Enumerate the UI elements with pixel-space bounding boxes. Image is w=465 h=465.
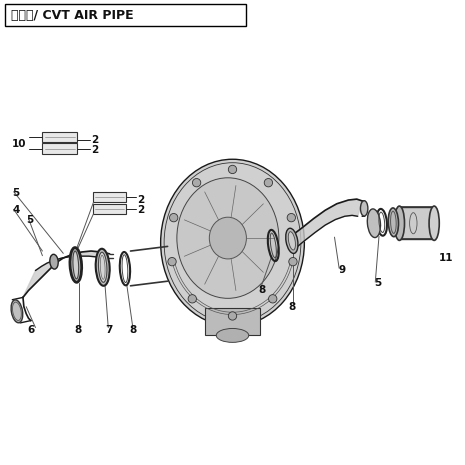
Circle shape xyxy=(168,258,176,266)
Ellipse shape xyxy=(216,328,249,342)
Text: 2: 2 xyxy=(91,135,99,145)
Bar xyxy=(205,308,260,335)
Text: 6: 6 xyxy=(27,325,34,335)
Text: 通气管/ CVT AIR PIPE: 通气管/ CVT AIR PIPE xyxy=(11,8,133,21)
Ellipse shape xyxy=(99,252,107,282)
Polygon shape xyxy=(293,199,362,247)
Bar xyxy=(93,204,126,214)
Bar xyxy=(93,192,126,202)
Ellipse shape xyxy=(11,300,23,323)
Circle shape xyxy=(228,165,237,173)
Ellipse shape xyxy=(160,159,305,326)
Ellipse shape xyxy=(367,209,380,238)
Text: 10: 10 xyxy=(12,140,27,149)
Circle shape xyxy=(289,258,297,266)
Text: 9: 9 xyxy=(338,265,345,275)
Circle shape xyxy=(269,295,277,303)
Ellipse shape xyxy=(429,206,439,240)
Text: 2: 2 xyxy=(138,195,145,205)
Ellipse shape xyxy=(394,206,405,240)
Text: 8: 8 xyxy=(288,302,295,312)
Ellipse shape xyxy=(70,247,82,282)
Ellipse shape xyxy=(73,251,79,279)
Ellipse shape xyxy=(50,254,58,269)
Circle shape xyxy=(193,179,201,187)
Bar xyxy=(5,4,246,26)
Text: 2: 2 xyxy=(91,145,99,155)
Text: 8: 8 xyxy=(258,286,265,295)
Ellipse shape xyxy=(360,201,368,216)
Text: 4: 4 xyxy=(12,205,20,215)
Bar xyxy=(42,132,77,142)
Bar xyxy=(42,144,77,154)
Text: 5: 5 xyxy=(12,188,20,198)
Circle shape xyxy=(287,213,295,222)
Circle shape xyxy=(228,312,237,320)
Ellipse shape xyxy=(209,217,246,259)
Text: 5: 5 xyxy=(26,214,33,225)
Text: 5: 5 xyxy=(374,279,381,288)
Text: 8: 8 xyxy=(74,325,81,335)
Ellipse shape xyxy=(177,178,279,299)
Text: 2: 2 xyxy=(138,205,145,215)
Circle shape xyxy=(170,213,178,222)
Circle shape xyxy=(188,295,196,303)
Ellipse shape xyxy=(96,249,110,286)
Polygon shape xyxy=(23,251,110,298)
Ellipse shape xyxy=(388,208,399,237)
Text: 7: 7 xyxy=(105,325,113,335)
Text: 11: 11 xyxy=(439,253,453,263)
Circle shape xyxy=(264,179,272,187)
Ellipse shape xyxy=(286,228,298,253)
Ellipse shape xyxy=(13,302,21,320)
Bar xyxy=(399,207,434,239)
Ellipse shape xyxy=(288,232,295,250)
Text: 8: 8 xyxy=(130,325,137,335)
